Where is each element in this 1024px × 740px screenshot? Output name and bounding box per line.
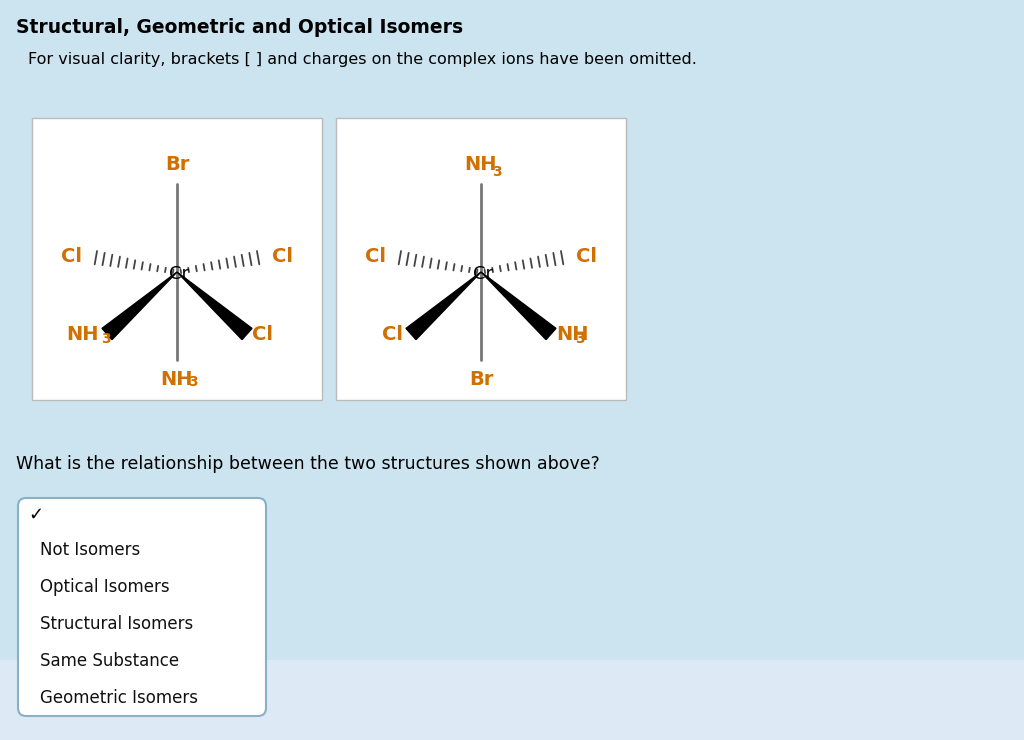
Text: Geometric Isomers: Geometric Isomers — [40, 689, 198, 707]
FancyBboxPatch shape — [18, 498, 266, 716]
Text: Cl: Cl — [252, 325, 273, 343]
Text: NH: NH — [161, 370, 194, 389]
Polygon shape — [102, 272, 177, 340]
Text: Cl: Cl — [575, 247, 597, 266]
Text: Structural, Geometric and Optical Isomers: Structural, Geometric and Optical Isomer… — [16, 18, 463, 37]
Text: Cr: Cr — [473, 265, 493, 283]
Text: 3: 3 — [575, 332, 585, 346]
Polygon shape — [481, 272, 556, 340]
Text: What is the relationship between the two structures shown above?: What is the relationship between the two… — [16, 455, 600, 473]
Text: 3: 3 — [101, 332, 111, 346]
Polygon shape — [407, 272, 481, 340]
Text: Br: Br — [165, 155, 189, 174]
Text: Br: Br — [469, 370, 494, 389]
Text: Same Substance: Same Substance — [40, 652, 179, 670]
Text: For visual clarity, brackets [ ] and charges on the complex ions have been omitt: For visual clarity, brackets [ ] and cha… — [28, 52, 697, 67]
Text: NH: NH — [67, 325, 99, 343]
Text: Structural Isomers: Structural Isomers — [40, 615, 194, 633]
Text: Cl: Cl — [272, 247, 293, 266]
Bar — [336, 118, 626, 400]
Text: Cl: Cl — [382, 325, 403, 343]
Text: Not Isomers: Not Isomers — [40, 542, 140, 559]
Bar — [32, 118, 322, 400]
Text: ✓: ✓ — [28, 506, 43, 524]
Text: 3: 3 — [492, 165, 502, 179]
Bar — [0, 660, 1024, 740]
Text: Optical Isomers: Optical Isomers — [40, 578, 170, 596]
Text: Cr: Cr — [169, 265, 189, 283]
Polygon shape — [177, 272, 252, 340]
Text: Cl: Cl — [365, 247, 386, 266]
Text: NH: NH — [465, 155, 498, 174]
Text: Cl: Cl — [61, 247, 82, 266]
Text: NH: NH — [556, 325, 589, 343]
Text: 3: 3 — [188, 375, 198, 389]
